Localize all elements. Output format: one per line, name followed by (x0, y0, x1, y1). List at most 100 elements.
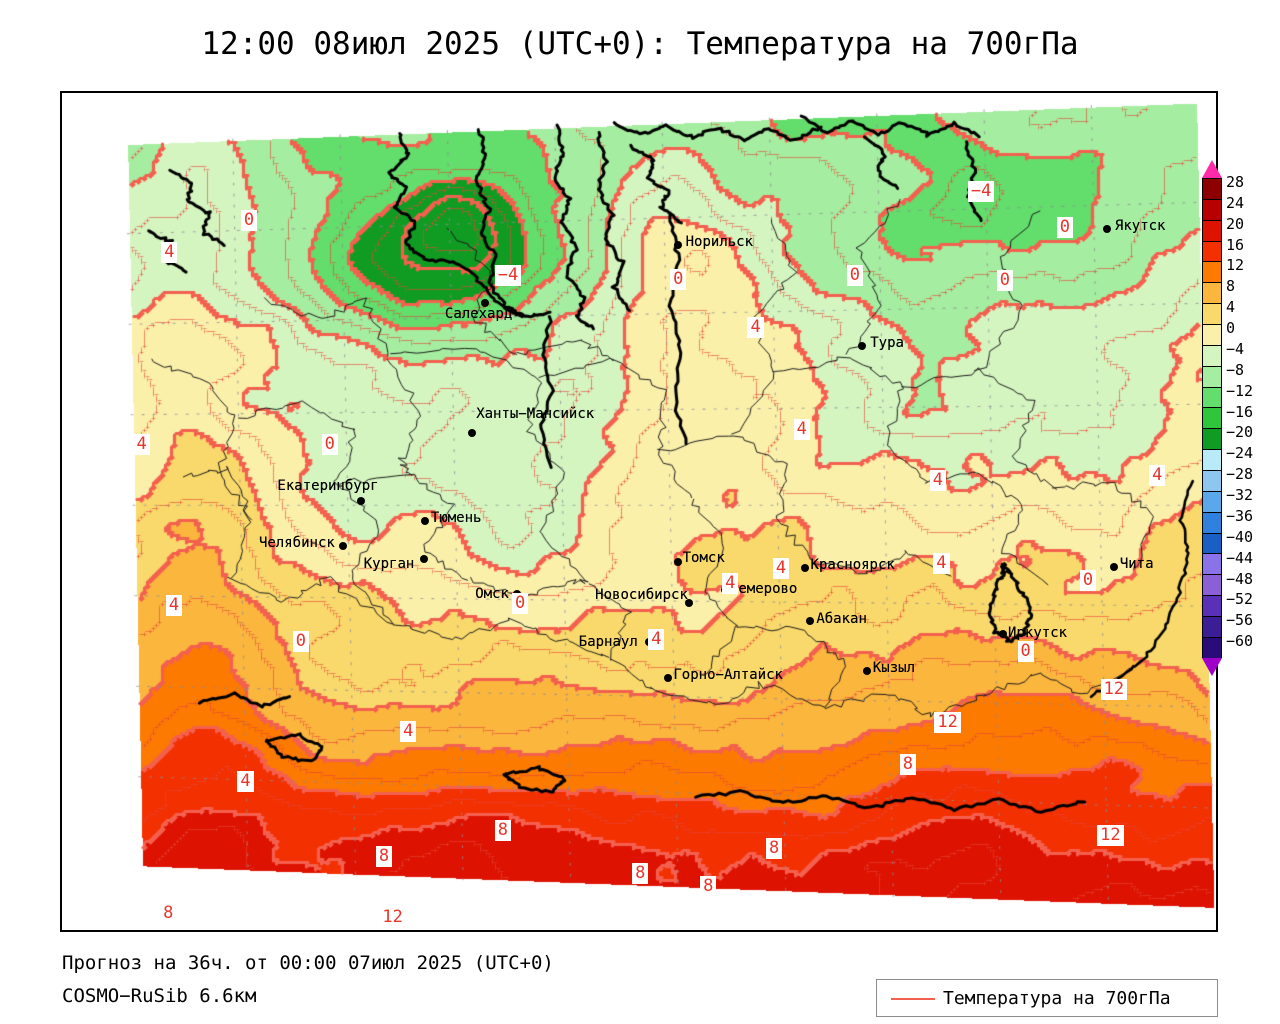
city-label: Екатеринбург (277, 478, 379, 495)
contour-label: 0 (1017, 641, 1034, 663)
colorbar-band (1203, 471, 1221, 492)
map-plot-area: Норильск Салехард Тура Якутск Ханты−Мансийск… (60, 91, 1218, 932)
city-label: Красноярск (810, 557, 895, 574)
colorbar-tick: 16 (1226, 235, 1245, 254)
colorbar-band (1203, 325, 1221, 346)
colorbar-band (1203, 533, 1221, 555)
legend-line-swatch (891, 998, 935, 1000)
city-dot (862, 667, 871, 676)
colorbar-band (1203, 450, 1221, 472)
city-label: Томск (682, 550, 725, 567)
colorbar-band (1203, 283, 1221, 305)
colorbar-tick: 24 (1226, 193, 1245, 212)
contour-label: 4 (648, 628, 665, 650)
colorbar-band (1203, 575, 1221, 597)
colorbar-top-arrow (1202, 160, 1222, 178)
colorbar-tick: −60 (1226, 632, 1254, 651)
colorbar-tick: −4 (1226, 339, 1245, 358)
city-dot (673, 241, 682, 250)
city-label: Кемерово (729, 580, 798, 597)
city-dot (685, 599, 694, 608)
city-label: Иркутск (1008, 624, 1068, 641)
colorbar-tick: −36 (1226, 506, 1254, 525)
contour-label: −4 (967, 180, 995, 202)
colorbar-tick: 12 (1226, 256, 1245, 275)
contour-label: 4 (747, 317, 764, 339)
city-label: Чита (1119, 556, 1154, 573)
city-dot (338, 542, 347, 551)
contour-label: 4 (161, 241, 178, 263)
contour-label: 4 (237, 770, 254, 792)
contour-label: 0 (670, 268, 687, 290)
colorbar-band (1203, 241, 1221, 263)
city-dot (858, 341, 867, 350)
city-dot (1102, 225, 1111, 234)
colorbar-tick: −24 (1226, 444, 1254, 463)
contour-label: 12 (1100, 678, 1128, 700)
contour-label: 4 (400, 720, 417, 742)
city-dot (673, 558, 682, 567)
colorbar-tick: 0 (1226, 319, 1236, 338)
city-dot (999, 629, 1008, 638)
contour-label: 8 (899, 754, 917, 776)
model-info-line: COSMO−RuSib 6.6км (62, 985, 257, 1007)
colorbar-tick: −44 (1226, 548, 1254, 567)
colorbar-tick: −16 (1226, 402, 1254, 421)
colorbar-tick: −28 (1226, 465, 1254, 484)
colorbar-tick: −12 (1226, 381, 1254, 400)
city-label: Тура (870, 334, 904, 351)
colorbar-band (1203, 408, 1221, 430)
colorbar-band (1203, 387, 1221, 409)
colorbar-tick: −20 (1226, 423, 1254, 442)
city-label: Горно−Алтайск (673, 666, 783, 683)
contour-label: 4 (929, 469, 947, 491)
contour-label: 8 (160, 903, 177, 925)
city-dot (1109, 563, 1118, 572)
contour-label: 4 (722, 572, 739, 594)
contour-label: 8 (494, 819, 511, 841)
colorbar-band (1203, 429, 1221, 451)
colorbar-band (1203, 491, 1221, 513)
colorbar-tick: 4 (1226, 298, 1236, 317)
colorbar-band (1203, 554, 1221, 576)
colorbar-band (1203, 596, 1221, 618)
contour-label: 12 (1097, 825, 1124, 847)
colorbar-tick: 8 (1226, 277, 1236, 296)
colorbar-tick: −32 (1226, 486, 1254, 505)
colorbar-band (1203, 617, 1221, 638)
contour-label: 0 (1079, 570, 1097, 592)
colorbar-band (1203, 366, 1221, 388)
city-label: Норильск (685, 234, 754, 251)
colorbar-tick: −8 (1226, 360, 1245, 379)
contour-label: 0 (996, 270, 1013, 292)
contour-label: 4 (165, 595, 183, 617)
colorbar-band (1203, 179, 1221, 200)
colorbar-band (1203, 637, 1221, 659)
city-label: Абакан (816, 610, 867, 627)
contour-label: 0 (292, 631, 310, 653)
colorbar-band (1203, 512, 1221, 534)
city-dot (468, 428, 477, 437)
colorbar-tick: −52 (1226, 590, 1254, 609)
contour-label: 8 (700, 875, 717, 897)
contour-label: 12 (934, 712, 961, 734)
city-label: Омск (475, 586, 509, 603)
contour-label: 4 (933, 553, 950, 575)
colorbar-band (1203, 220, 1221, 242)
legend-box: Температура на 700гПа (876, 979, 1218, 1017)
city-label: Ханты−Мансийск (476, 405, 595, 422)
contour-label: 0 (240, 210, 258, 232)
city-label: Челябинск (258, 535, 335, 552)
colorbar-band (1203, 304, 1221, 326)
contour-label: 4 (1149, 465, 1166, 487)
page-title: 12:00 08июл 2025 (UTC+0): Температура на… (201, 26, 1079, 62)
city-label: Курган (363, 556, 415, 573)
city-label: Якутск (1114, 218, 1166, 235)
colorbar-tick: −40 (1226, 527, 1254, 546)
colorbar-band (1203, 345, 1221, 367)
contour-label: 4 (793, 419, 810, 441)
city-label: Новосибирск (595, 587, 688, 604)
colorbar-tick: −48 (1226, 569, 1254, 588)
forecast-info-line: Прогноз на 36ч. от 00:00 07июл 2025 (UTC… (62, 952, 554, 974)
contour-label: 0 (1056, 216, 1073, 238)
